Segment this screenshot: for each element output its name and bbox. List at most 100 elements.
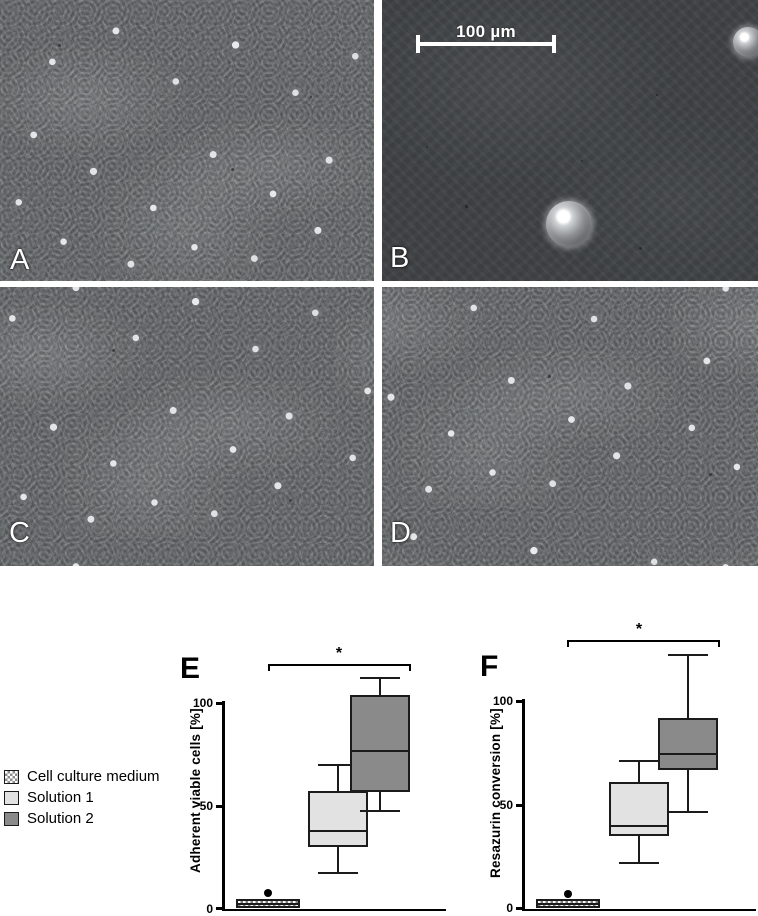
y-axis-line-f [522,699,525,911]
significance-tick-left-e [268,664,271,671]
y-tick-label-50-f: 50 [499,798,513,812]
significance-tick-left-f [567,640,570,647]
debris-speck [709,473,712,476]
legend-label: Cell culture medium [27,768,160,785]
whisker-upper-solution2-f [687,655,690,718]
legend-label: Solution 1 [27,789,94,806]
scale-bar-cap-left [416,35,420,53]
panel-label-d: D [390,517,411,549]
y-axis-title-e: Adherent viable cells [%] [188,708,203,873]
debris-speck [548,375,551,378]
median-medium-e [236,903,300,906]
single-cell [546,201,592,247]
legend-label: Solution 2 [27,810,94,827]
y-axis-title-f: Resazurin conversion [%] [488,708,503,878]
whisker-cap-min-solution2-f [668,811,708,814]
box-solution2-e [350,695,410,792]
y-tick-0-f [516,907,522,910]
significance-bar-e [268,664,411,667]
scale-bar-line [416,42,556,46]
chart-legend: Cell culture medium Solution 1 Solution … [4,766,160,829]
scale-bar-cap-right [552,35,556,53]
whisker-cap-min-solution2-e [360,810,400,813]
debris-speck [310,96,312,98]
whisker-lower-solution1-e [337,847,340,872]
legend-item-solution-2: Solution 2 [4,808,160,829]
whisker-cap-max-solution1-e [318,764,358,767]
debris-speck [465,205,468,208]
micrograph-panel-d: D [382,287,758,566]
y-tick-label-0-e: 0 [206,902,213,916]
outlier-point-medium-f [564,890,572,898]
x-axis-line-f [522,908,756,911]
cell-texture [382,287,758,566]
median-solution2-e [351,750,409,753]
debris-speck [426,146,428,148]
panel-label-e: E [180,652,201,685]
cell-texture [0,0,374,281]
debris-speck [581,160,583,162]
panel-label-f: F [480,650,499,683]
median-medium-f [536,903,600,906]
whisker-cap-min-solution1-e [318,872,358,875]
y-tick-100-f [516,700,522,703]
y-tick-label-50-e: 50 [199,799,213,813]
whisker-cap-max-solution2-f [668,654,708,657]
whisker-lower-solution2-f [687,770,690,811]
panel-label-c: C [9,517,30,549]
legend-swatch-dark-icon [4,811,19,826]
significance-star-e: * [335,645,343,662]
cell-texture [0,287,374,566]
whisker-lower-solution2-e [379,792,382,810]
micrograph-panel-b: 100 µm B [382,0,758,281]
micrograph-panel-a: A [0,0,374,281]
y-tick-100-e [216,702,222,705]
y-tick-0-e [216,907,222,910]
whisker-upper-solution1-e [337,765,340,791]
y-tick-50-e [216,805,222,808]
whisker-cap-max-solution2-e [360,677,400,680]
substrate-texture [382,0,758,281]
significance-tick-right-f [718,640,721,647]
y-tick-label-100-e: 100 [192,696,213,710]
panel-label-a: A [10,244,30,276]
y-tick-label-0-f: 0 [506,901,513,915]
single-cell [733,27,758,57]
median-solution1-e [309,830,367,833]
debris-speck [656,94,658,96]
box-solution1-f [609,782,669,836]
micrograph-grid: A 100 µm B C [0,0,758,566]
whisker-upper-solution1-f [638,761,641,782]
y-axis-line-e [222,701,225,911]
median-solution1-f [610,825,668,828]
y-tick-50-f [516,804,522,807]
chart-panel-f: F Resazurin conversion [%] 100 50 0 * [478,620,758,915]
debris-speck [112,349,115,352]
legend-swatch-light-icon [4,790,19,805]
significance-star-f: * [635,621,643,638]
whisker-lower-solution1-f [638,836,641,863]
whisker-upper-solution2-e [379,678,382,695]
panel-label-b: B [390,242,410,274]
debris-speck [289,499,292,502]
legend-item-cell-culture-medium: Cell culture medium [4,766,160,787]
micrograph-panel-c: C [0,287,374,566]
scale-bar: 100 µm [416,22,556,53]
outlier-point-medium-e [264,889,272,897]
median-solution2-f [659,753,717,756]
significance-bar-f [567,640,720,643]
legend-swatch-checker-icon [4,769,19,784]
debris-speck [639,247,642,250]
whisker-cap-max-solution1-f [619,760,659,763]
box-solution1-e [308,791,368,847]
debris-speck [231,168,234,171]
y-tick-label-100-f: 100 [492,694,513,708]
significance-tick-right-e [409,664,412,671]
legend-item-solution-1: Solution 1 [4,787,160,808]
box-solution2-f [658,718,718,770]
chart-panel-e: E Adherent viable cells [%] 100 50 0 * [180,640,446,915]
x-axis-line-e [222,908,446,911]
debris-speck [58,44,61,47]
whisker-cap-min-solution1-f [619,862,659,865]
